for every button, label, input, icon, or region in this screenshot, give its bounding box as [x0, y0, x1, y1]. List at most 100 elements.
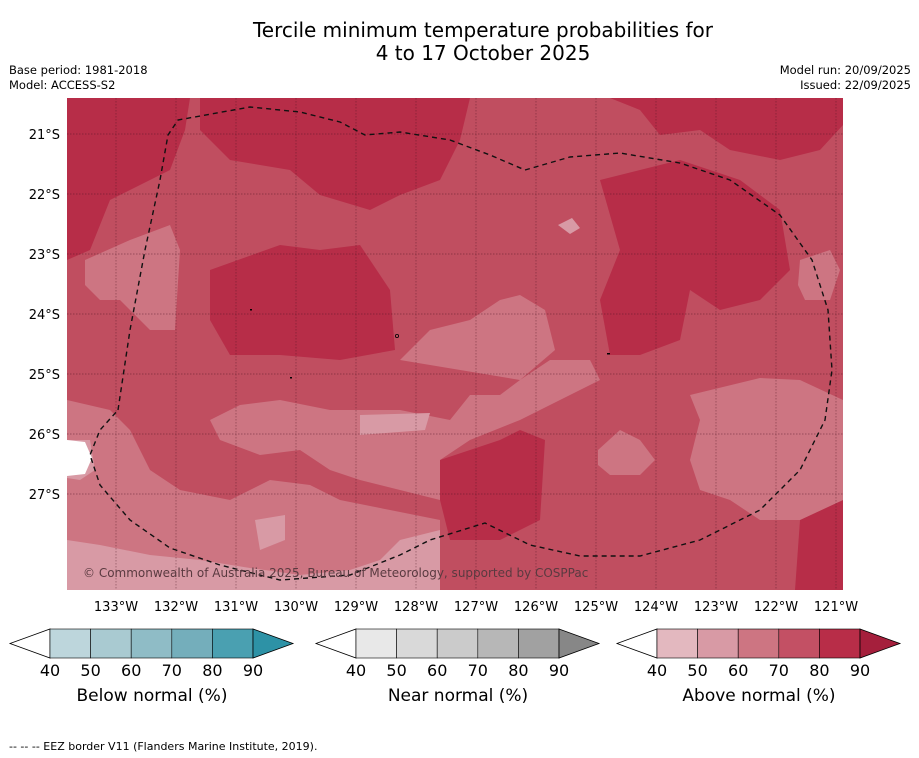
colorbar-segment	[819, 628, 861, 659]
colorbar-below-normal: 40 50 60 70 80 90	[8, 628, 295, 680]
colorbar-tick-label: 80	[202, 661, 222, 680]
colorbar-segment	[436, 628, 479, 659]
colorbar-title-near: Near normal (%)	[387, 686, 529, 706]
field-patch-right-dark	[600, 160, 790, 355]
issued-date: Issued: 22/09/2025	[800, 78, 911, 92]
colorbar-segment	[737, 628, 780, 659]
colorbar-above-normal: 40 50 60 70 80 90	[615, 628, 902, 680]
colorbar-arrow-high	[558, 628, 601, 659]
lon-label: 126°W	[514, 600, 558, 615]
lon-label: 121°W	[814, 600, 858, 615]
field-patch-top-dark	[67, 98, 843, 160]
island-marker	[290, 377, 292, 379]
field-patch-white	[67, 440, 92, 476]
eez-legend-note: -- -- -- EEZ border V11 (Flanders Marine…	[9, 740, 318, 753]
colorbar-tick-label: 70	[769, 661, 789, 680]
colorbar-segment	[396, 628, 438, 659]
probability-field	[67, 98, 843, 590]
lon-labels: 133°W 132°W 131°W 130°W 129°W 128°W 127°…	[94, 600, 858, 615]
field-patch-lower-left-light	[67, 400, 440, 590]
field-patch-lightest-small	[255, 515, 285, 550]
colorbar-near-normal: 40 50 60 70 80 90	[314, 628, 601, 680]
lon-label: 131°W	[214, 600, 258, 615]
lon-label: 123°W	[694, 600, 738, 615]
lat-label: 27°S	[29, 488, 60, 503]
lon-label: 129°W	[334, 600, 378, 615]
field-patch-left-dark	[67, 98, 190, 260]
colorbar-tick-label: 60	[427, 661, 447, 680]
colorbar-arrow-low	[8, 628, 51, 659]
field-patch-lightest-bottom	[67, 530, 440, 590]
colorbar-segment	[778, 628, 820, 659]
colorbar-tick-label: 50	[687, 661, 707, 680]
lon-label: 127°W	[454, 600, 498, 615]
copyright-notice: © Commonwealth of Australia 2025, Bureau…	[83, 566, 588, 580]
model-name: Model: ACCESS-S2	[9, 78, 116, 92]
colorbar-segment	[518, 628, 560, 659]
field-patch-bottom-dark	[440, 430, 545, 540]
model-run: Model run: 20/09/2025	[779, 63, 911, 77]
field-patch-top-center	[200, 98, 470, 210]
colorbar-arrow-high	[859, 628, 902, 659]
colorbar-segment	[656, 628, 698, 659]
metadata-right: Model run: 20/09/2025 Issued: 22/09/2025	[780, 63, 911, 93]
colorbar-tick-label: 40	[40, 661, 60, 680]
lon-label: 130°W	[274, 600, 318, 615]
colorbar-segment	[171, 628, 213, 659]
colorbar-tick-label: 90	[243, 661, 263, 680]
island-marker	[250, 309, 252, 311]
colorbar-tick-label: 40	[647, 661, 667, 680]
base-period: Base period: 1981-2018	[9, 63, 148, 77]
island-marker	[607, 353, 610, 355]
lat-label: 25°S	[29, 368, 60, 383]
gridlines	[67, 98, 843, 590]
lat-label: 23°S	[29, 248, 60, 263]
metadata-left: Base period: 1981-2018 Model: ACCESS-S2	[9, 63, 148, 93]
colorbar-segment	[49, 628, 91, 659]
lat-label: 26°S	[29, 428, 60, 443]
lon-label: 124°W	[634, 600, 678, 615]
colorbar-segment	[697, 628, 739, 659]
colorbar-tick-label: 50	[386, 661, 406, 680]
colorbar-title-above: Above normal (%)	[682, 686, 836, 706]
lon-label: 133°W	[94, 600, 138, 615]
colorbar-tick-label: 50	[80, 661, 100, 680]
lat-label: 21°S	[29, 128, 60, 143]
colorbar-tick-label: 40	[346, 661, 366, 680]
lon-label: 122°W	[754, 600, 798, 615]
field-patch-lightest-mid	[360, 413, 430, 435]
colorbar-tick-label: 90	[549, 661, 569, 680]
eez-border	[89, 106, 833, 581]
colorbar-tick-label: 90	[850, 661, 870, 680]
field-patch-left-light	[85, 225, 180, 330]
lon-label: 132°W	[154, 600, 198, 615]
island-marker	[394, 333, 399, 338]
lat-label: 22°S	[29, 188, 60, 203]
field-patch-right-light	[690, 378, 843, 520]
field-patch-lightest-speck	[558, 218, 580, 234]
colorbar-arrow-low	[615, 628, 658, 659]
lon-label: 128°W	[394, 600, 438, 615]
colorbar-segment	[355, 628, 397, 659]
colorbar-tick-label: 70	[162, 661, 182, 680]
colorbar-tick-label: 60	[728, 661, 748, 680]
lat-label: 24°S	[29, 308, 60, 323]
field-patch-pocket	[598, 430, 655, 475]
colorbar-arrow-high	[252, 628, 295, 659]
colorbar-segment	[90, 628, 132, 659]
colorbar-segment	[477, 628, 519, 659]
lat-labels: 21°S 22°S 23°S 24°S 25°S 26°S 27°S	[29, 128, 60, 503]
colorbar-tick-label: 80	[809, 661, 829, 680]
field-patch-center-light	[210, 295, 600, 500]
colorbar-tick-label: 80	[508, 661, 528, 680]
colorbar-tick-label: 60	[121, 661, 141, 680]
colorbar-tick-label: 70	[468, 661, 488, 680]
field-patch-corner-dark	[795, 500, 843, 590]
colorbar-arrow-low	[314, 628, 357, 659]
colorbar-title-below: Below normal (%)	[76, 686, 228, 706]
field-patch-center-dark	[210, 245, 395, 360]
colorbar-segment	[212, 628, 254, 659]
colorbar-segment	[130, 628, 173, 659]
title-line-1: Tercile minimum temperature probabilitie…	[252, 18, 714, 42]
